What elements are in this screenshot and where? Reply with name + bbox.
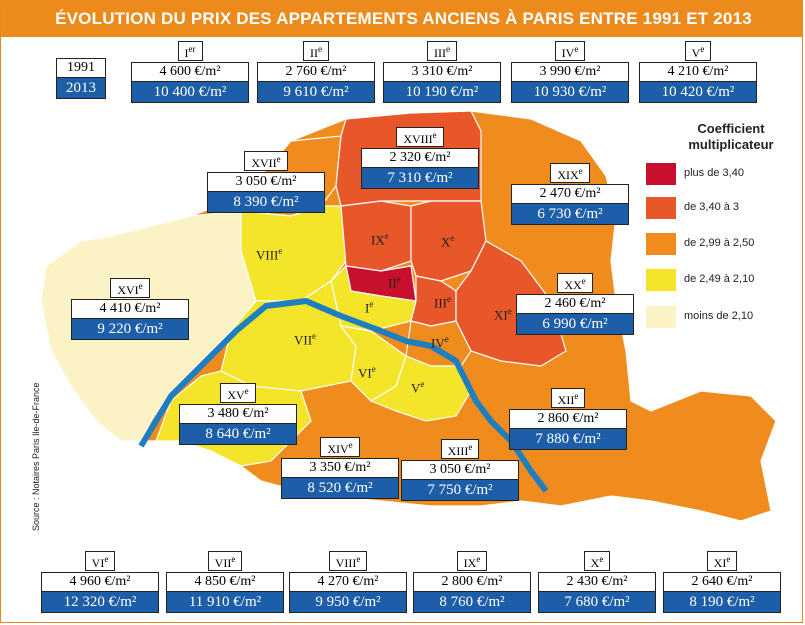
legend-swatch [646, 197, 676, 219]
price-1991: 3 050 €/m² [401, 460, 519, 480]
map-label-9: IXe [371, 231, 389, 248]
price-1991: 2 320 €/m² [361, 148, 479, 168]
price-1991: 4 210 €/m² [639, 62, 757, 82]
price-2013: 10 930 €/m² [511, 82, 629, 103]
price-1991: 2 430 €/m² [538, 572, 656, 592]
price-card-15: XVe 3 480 €/m² 8 640 €/m² [179, 383, 297, 445]
legend-label: plus de 3,40 [684, 167, 744, 179]
legend-swatch [646, 163, 676, 185]
price-1991: 3 350 €/m² [281, 458, 399, 478]
price-2013: 6 730 €/m² [511, 204, 629, 225]
map-label-6: VIe [358, 364, 376, 381]
price-card-18: XVIIIe 2 320 €/m² 7 310 €/m² [361, 127, 479, 189]
price-2013: 10 420 €/m² [639, 82, 757, 103]
price-2013: 9 950 €/m² [289, 592, 407, 613]
map-label-1: Ie [365, 299, 374, 316]
price-card-12: XIIe 2 860 €/m² 7 880 €/m² [509, 388, 627, 450]
price-card-8: VIIIe 4 270 €/m² 9 950 €/m² [289, 551, 407, 613]
price-2013: 7 750 €/m² [401, 480, 519, 501]
page-title: ÉVOLUTION DU PRIX DES APPARTEMENTS ANCIE… [1, 1, 802, 37]
price-2013: 8 640 €/m² [179, 424, 297, 445]
map-label-11: XIe [494, 306, 512, 323]
price-card-1: Ier 4 600 €/m² 10 400 €/m² [131, 41, 249, 103]
price-2013: 11 910 €/m² [166, 592, 284, 613]
price-card-13: XIIIe 3 050 €/m² 7 750 €/m² [401, 439, 519, 501]
price-1991: 2 800 €/m² [413, 572, 531, 592]
price-card-20: XXe 2 460 €/m² 6 990 €/m² [516, 273, 634, 335]
legend-item: plus de 3,40 [646, 163, 802, 185]
district-5 [369, 355, 472, 422]
price-card-7: VIIe 4 850 €/m² 11 910 €/m² [166, 551, 284, 613]
source-note: Source : Notaires Paris Ile-de-France [31, 382, 41, 531]
price-2013: 8 190 €/m² [663, 592, 781, 613]
map-label-8: VIIIe [256, 246, 283, 263]
map-label-2: IIe [388, 274, 401, 291]
map-label-10: Xe [441, 233, 455, 250]
price-card-9: IXe 2 800 €/m² 8 760 €/m² [413, 551, 531, 613]
price-2013: 12 320 €/m² [41, 592, 159, 613]
price-1991: 2 460 €/m² [516, 294, 634, 314]
price-2013: 8 390 €/m² [207, 192, 325, 213]
price-1991: 3 480 €/m² [179, 404, 297, 424]
price-1991: 2 640 €/m² [663, 572, 781, 592]
price-1991: 4 270 €/m² [289, 572, 407, 592]
year-key: 1991 2013 [56, 58, 106, 99]
map-label-7: VIIe [294, 331, 317, 348]
price-2013: 9 610 €/m² [257, 82, 375, 103]
price-card-11: XIe 2 640 €/m² 8 190 €/m² [663, 551, 781, 613]
price-card-3: IIIe 3 310 €/m² 10 190 €/m² [383, 41, 501, 103]
price-1991: 4 960 €/m² [41, 572, 159, 592]
price-2013: 10 400 €/m² [131, 82, 249, 103]
legend-swatch [646, 306, 676, 328]
price-1991: 4 410 €/m² [71, 299, 189, 319]
price-1991: 3 990 €/m² [511, 62, 629, 82]
legend-item: de 2,49 à 2,10 [646, 269, 802, 291]
seine-river [138, 298, 549, 493]
price-card-19: XIXe 2 470 €/m² 6 730 €/m² [511, 163, 629, 225]
legend-swatch [646, 233, 676, 255]
price-2013: 7 680 €/m² [538, 592, 656, 613]
key-2013: 2013 [56, 78, 106, 99]
legend-swatch [646, 269, 676, 291]
price-2013: 8 760 €/m² [413, 592, 531, 613]
price-1991: 4 600 €/m² [131, 62, 249, 82]
legend-item: moins de 2,10 [646, 306, 802, 328]
price-2013: 9 220 €/m² [71, 319, 189, 340]
price-2013: 6 990 €/m² [516, 314, 634, 335]
legend-title: Coefficient multiplicateur [688, 121, 774, 152]
price-card-16: XVIe 4 410 €/m² 9 220 €/m² [71, 278, 189, 340]
price-2013: 8 520 €/m² [281, 478, 399, 499]
legend-label: de 2,99 à 2,50 [684, 237, 755, 249]
price-card-5: Ve 4 210 €/m² 10 420 €/m² [639, 41, 757, 103]
map-label-3: IIIe [434, 294, 451, 311]
price-2013: 10 190 €/m² [383, 82, 501, 103]
price-card-14: XIVe 3 350 €/m² 8 520 €/m² [281, 437, 399, 499]
price-card-2: IIe 2 760 €/m² 9 610 €/m² [257, 41, 375, 103]
legend-item: de 2,99 à 2,50 [646, 233, 802, 255]
map-label-4: IVe [431, 334, 449, 351]
price-card-10: Xe 2 430 €/m² 7 680 €/m² [538, 551, 656, 613]
price-card-4: IVe 3 990 €/m² 10 930 €/m² [511, 41, 629, 103]
price-2013: 7 310 €/m² [361, 168, 479, 189]
price-card-17: XVIIe 3 050 €/m² 8 390 €/m² [207, 151, 325, 213]
key-1991: 1991 [56, 58, 106, 78]
legend-item: de 3,40 à 3 [646, 197, 802, 219]
map-label-5: Ve [411, 379, 425, 396]
legend-label: de 2,49 à 2,10 [684, 273, 755, 285]
legend-label: moins de 2,10 [684, 310, 754, 322]
price-1991: 4 850 €/m² [166, 572, 284, 592]
price-1991: 2 860 €/m² [509, 409, 627, 429]
price-2013: 7 880 €/m² [509, 429, 627, 450]
price-1991: 2 760 €/m² [257, 62, 375, 82]
price-1991: 3 310 €/m² [383, 62, 501, 82]
legend-label: de 3,40 à 3 [684, 201, 740, 213]
price-card-6: VIe 4 960 €/m² 12 320 €/m² [41, 551, 159, 613]
price-1991: 2 470 €/m² [511, 184, 629, 204]
price-1991: 3 050 €/m² [207, 172, 325, 192]
